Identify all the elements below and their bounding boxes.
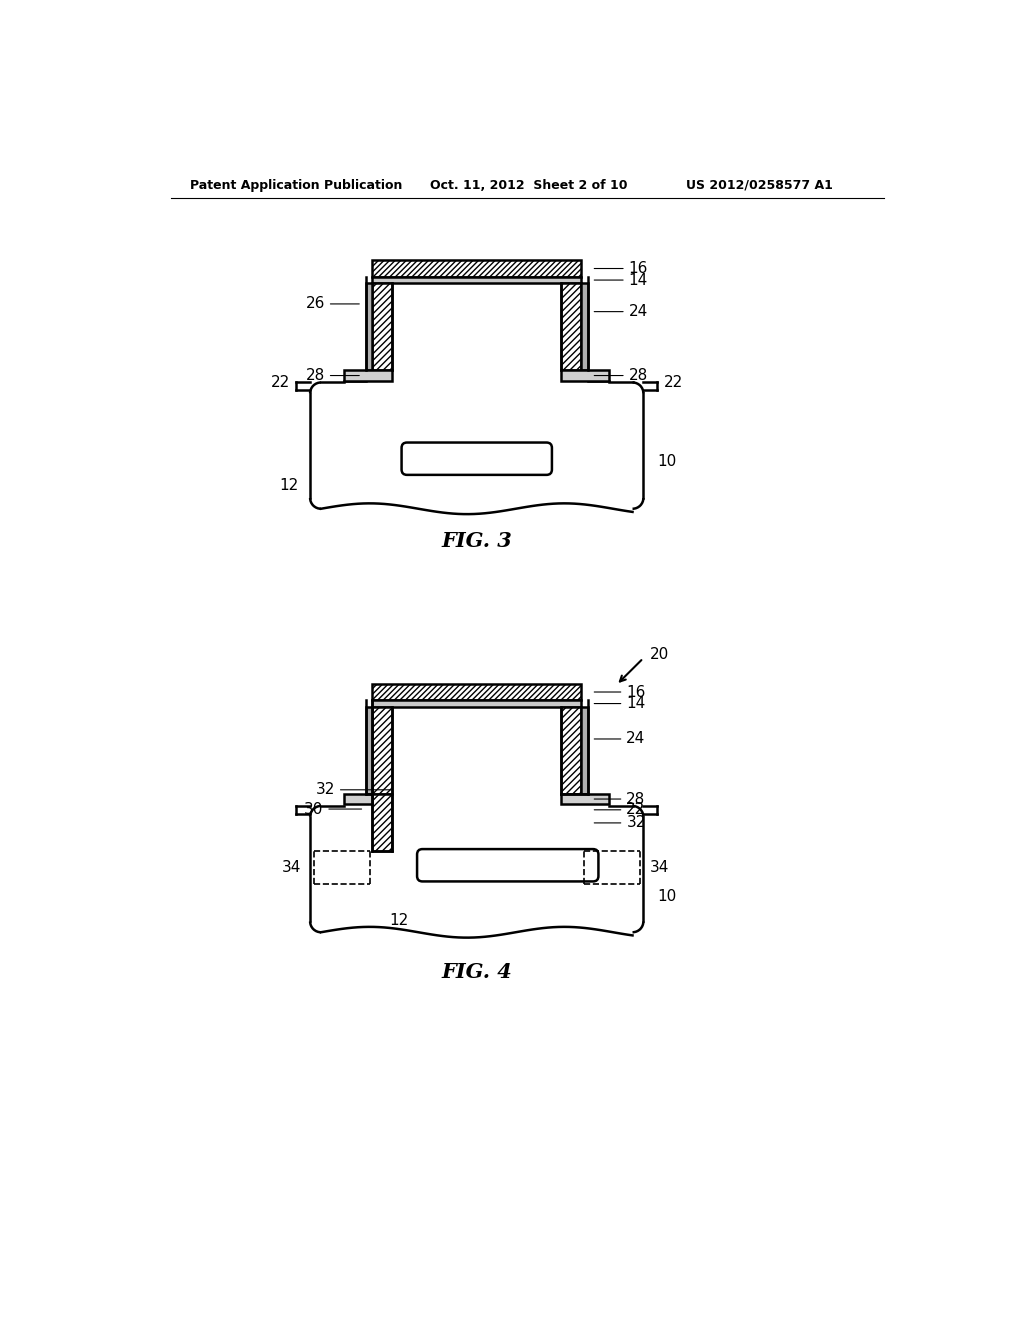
Bar xyxy=(372,260,582,277)
Text: US 2012/0258577 A1: US 2012/0258577 A1 xyxy=(686,178,833,191)
Text: FIG. 3: FIG. 3 xyxy=(441,531,512,552)
Text: 16: 16 xyxy=(594,261,648,276)
FancyBboxPatch shape xyxy=(401,442,552,475)
Bar xyxy=(561,370,609,381)
Text: 22: 22 xyxy=(270,375,290,389)
Bar xyxy=(582,284,588,370)
Text: 34: 34 xyxy=(282,861,301,875)
Bar xyxy=(561,284,582,370)
Text: 24: 24 xyxy=(594,304,648,319)
Text: 10: 10 xyxy=(657,890,677,904)
Bar xyxy=(372,684,582,701)
Bar xyxy=(366,706,372,793)
FancyBboxPatch shape xyxy=(417,849,598,882)
Text: 20: 20 xyxy=(649,647,669,661)
Text: 28: 28 xyxy=(594,368,648,383)
Text: Patent Application Publication: Patent Application Publication xyxy=(190,178,402,191)
Bar xyxy=(561,706,582,793)
Bar xyxy=(372,277,582,284)
Text: 14: 14 xyxy=(594,696,645,711)
Text: 34: 34 xyxy=(649,861,669,875)
Bar xyxy=(561,793,609,804)
Text: 14: 14 xyxy=(594,272,648,288)
Text: 16: 16 xyxy=(594,685,646,700)
Bar xyxy=(372,793,392,851)
Text: 12: 12 xyxy=(280,478,299,492)
Bar xyxy=(366,284,372,370)
Text: 12: 12 xyxy=(389,912,409,928)
Text: 22: 22 xyxy=(664,375,683,389)
Text: 32: 32 xyxy=(594,816,646,830)
Bar xyxy=(372,284,392,370)
Text: 28: 28 xyxy=(594,792,645,807)
Text: 30: 30 xyxy=(304,801,361,817)
Bar xyxy=(344,793,372,804)
Text: Oct. 11, 2012  Sheet 2 of 10: Oct. 11, 2012 Sheet 2 of 10 xyxy=(430,178,628,191)
Bar xyxy=(372,706,392,793)
Text: 22: 22 xyxy=(594,803,645,817)
Text: 32: 32 xyxy=(315,783,391,797)
Text: 26: 26 xyxy=(305,297,359,312)
Text: 24: 24 xyxy=(594,731,645,747)
Bar xyxy=(372,701,582,706)
Text: FIG. 4: FIG. 4 xyxy=(441,962,512,982)
Text: 10: 10 xyxy=(657,454,677,470)
Bar xyxy=(582,706,588,793)
Bar xyxy=(344,370,392,381)
Text: 28: 28 xyxy=(305,368,359,383)
